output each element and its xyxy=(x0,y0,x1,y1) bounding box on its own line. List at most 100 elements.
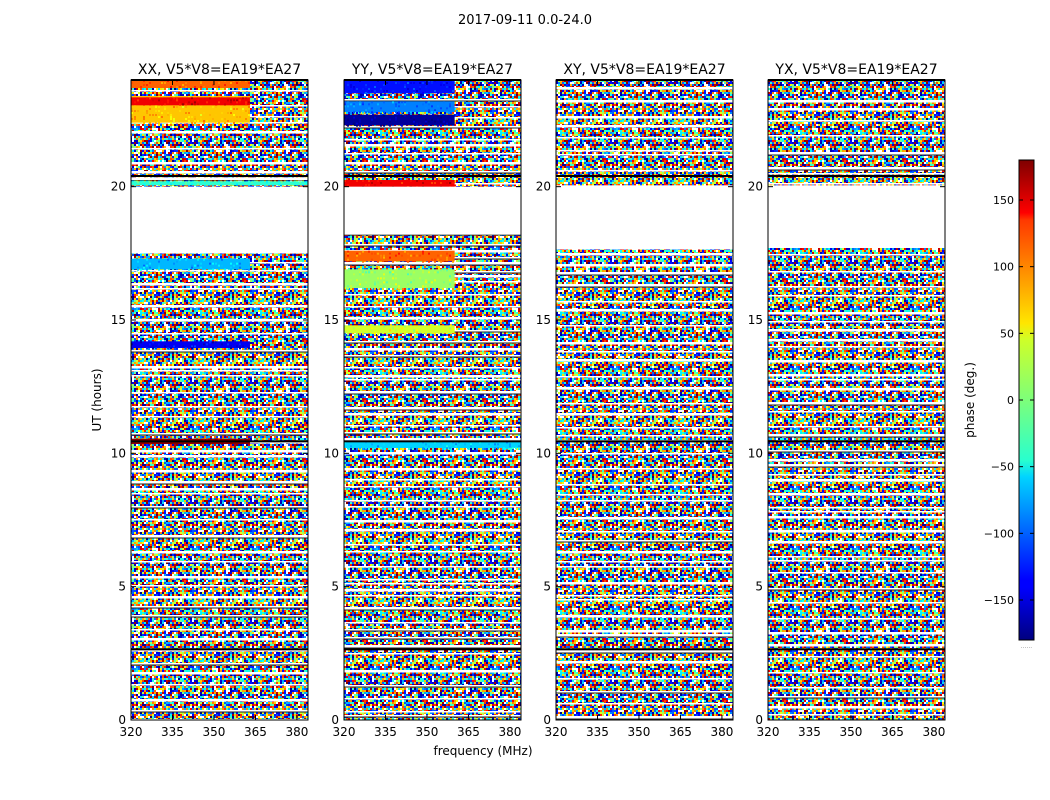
flag-gap xyxy=(768,479,945,482)
flag-gap xyxy=(131,131,308,134)
flag-gap xyxy=(768,271,945,273)
flag-gap xyxy=(768,173,945,175)
x-tick-label: 335 xyxy=(161,725,184,739)
y-tick-label: 20 xyxy=(324,180,339,194)
panel-title: XX, V5*V8=EA19*EA27 xyxy=(138,62,301,78)
x-tick-label: 380 xyxy=(710,725,733,739)
separator-line xyxy=(768,589,945,591)
flag-gap xyxy=(131,629,308,631)
flag-gap xyxy=(131,270,308,272)
separator-line xyxy=(556,652,733,654)
flag-gap xyxy=(556,376,733,378)
y-tick-label: 15 xyxy=(748,313,763,327)
flag-gap xyxy=(768,507,945,509)
flag-gap xyxy=(768,516,945,519)
x-tick-label: 320 xyxy=(120,725,143,739)
separator-line xyxy=(344,393,521,395)
separator-line xyxy=(344,264,521,266)
flag-gap xyxy=(768,295,945,297)
dark-line xyxy=(556,648,733,651)
x-tick-label: 365 xyxy=(244,725,267,739)
flag-gap xyxy=(768,632,945,635)
flag-gap xyxy=(556,500,733,502)
flagged-region xyxy=(131,177,308,180)
flag-gap xyxy=(344,685,521,687)
separator-line xyxy=(344,609,521,611)
flag-gap xyxy=(768,530,945,533)
panel-1: XX, V5*V8=EA19*EA27 320 335 350 365 380 0 5 10 15… xyxy=(111,62,309,739)
flag-gap xyxy=(344,670,521,673)
separator-line xyxy=(344,245,521,247)
y-tick-label: 10 xyxy=(748,446,763,460)
flag-gap xyxy=(768,459,945,462)
flag-gap xyxy=(344,99,521,101)
panel-4: YX, V5*V8=EA19*EA27 320 335 350 365 380 0 5 10 15… xyxy=(748,62,946,739)
flag-gap xyxy=(768,714,945,716)
flagged-region xyxy=(556,185,733,248)
separator-line xyxy=(556,274,733,276)
panel-frame xyxy=(343,79,522,721)
flag-gap xyxy=(344,244,521,246)
flag-gap xyxy=(556,351,733,353)
flag-gap xyxy=(556,468,733,470)
y-tick-label: 0 xyxy=(118,713,126,727)
flag-gap xyxy=(556,359,733,362)
separator-line xyxy=(344,127,521,129)
x-tick-label: 320 xyxy=(333,725,356,739)
flag-gap xyxy=(556,435,733,437)
dark-line xyxy=(344,175,521,177)
separator-line xyxy=(768,154,945,156)
separator-line xyxy=(344,409,521,411)
flag-gap xyxy=(131,606,308,608)
y-tick-label: 20 xyxy=(536,180,551,194)
flag-gap xyxy=(556,551,733,554)
flag-gap xyxy=(344,711,521,713)
flag-gap xyxy=(768,656,945,658)
coherent-band xyxy=(344,269,455,290)
separator-line xyxy=(556,636,733,638)
flag-gap xyxy=(131,650,308,652)
flag-gap xyxy=(768,450,945,452)
colorbar-tick-label: −150 xyxy=(984,594,1014,607)
flag-gap xyxy=(344,407,521,410)
colorbar-extra: ...... xyxy=(1021,643,1033,650)
flag-gap xyxy=(556,87,733,90)
flag-gap xyxy=(344,294,521,296)
separator-line xyxy=(768,169,945,171)
flag-gap xyxy=(344,452,521,455)
flag-gap xyxy=(556,413,733,416)
flag-gap xyxy=(556,582,733,585)
flag-gap xyxy=(344,391,521,394)
flag-gap xyxy=(344,607,521,610)
panel-frame xyxy=(130,79,309,721)
coherent-band xyxy=(131,97,250,106)
separator-line xyxy=(131,711,308,713)
flag-gap xyxy=(131,535,308,538)
flag-gap xyxy=(131,370,308,372)
colorbar-tick-label: 150 xyxy=(993,194,1014,207)
flag-gap xyxy=(131,148,308,150)
flag-gap xyxy=(556,264,733,267)
flag-gap xyxy=(131,596,308,599)
coherent-band xyxy=(344,101,455,114)
flag-gap xyxy=(556,125,733,128)
flag-gap xyxy=(768,672,945,674)
panel-2: YY, V5*V8=EA19*EA27 320 335 350 365 380 0 5 10 15… xyxy=(324,62,522,739)
y-tick-label: 10 xyxy=(536,446,551,460)
flag-gap xyxy=(131,493,308,495)
dark-line xyxy=(768,648,945,651)
flag-gap xyxy=(344,341,521,343)
flag-gap xyxy=(768,100,945,103)
flag-gap xyxy=(556,116,733,119)
flag-gap xyxy=(556,427,733,429)
flag-gap xyxy=(556,253,733,256)
x-tick-label: 365 xyxy=(881,725,904,739)
separator-line xyxy=(344,638,521,640)
flag-gap xyxy=(768,411,945,413)
y-tick-label: 20 xyxy=(748,180,763,194)
flag-gap xyxy=(556,599,733,601)
flag-gap xyxy=(768,434,945,437)
separator-line xyxy=(131,434,308,436)
flag-gap xyxy=(556,342,733,345)
